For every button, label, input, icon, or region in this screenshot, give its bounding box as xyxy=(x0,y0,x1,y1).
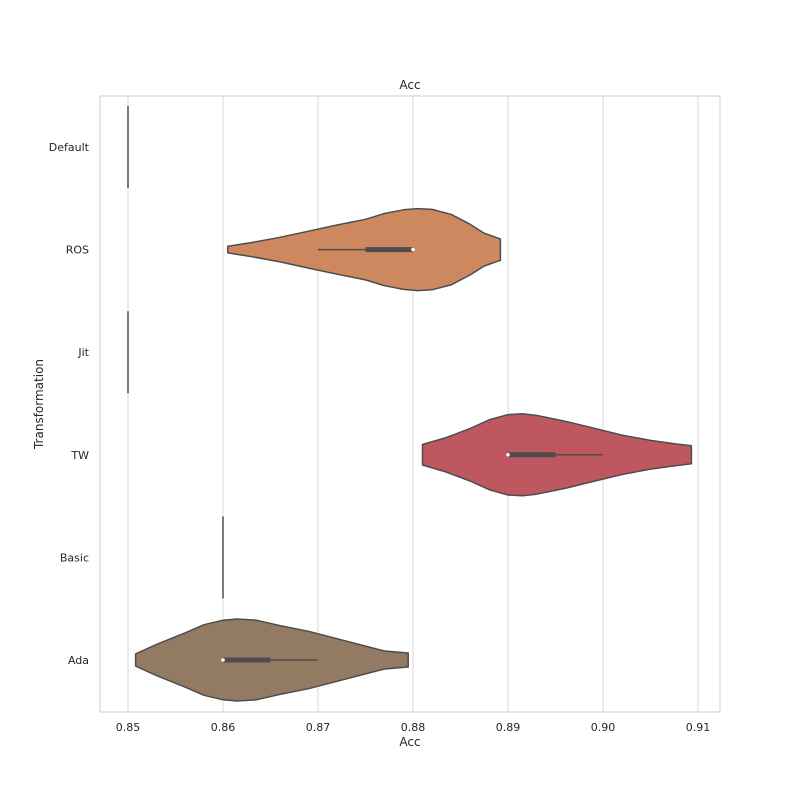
violin-tw xyxy=(421,413,693,497)
y-tick-label: Jit xyxy=(77,346,89,359)
y-tick-label: Ada xyxy=(68,654,89,667)
x-tick-label: 0.91 xyxy=(686,721,711,734)
y-tick-label: Basic xyxy=(60,551,89,564)
x-tick-label: 0.86 xyxy=(211,721,236,734)
x-tick-label: 0.90 xyxy=(591,721,616,734)
x-tick-labels: 0.85 0.86 0.87 0.88 0.89 0.90 0.91 xyxy=(116,721,711,734)
x-tick-label: 0.88 xyxy=(401,721,426,734)
x-tick-label: 0.85 xyxy=(116,721,141,734)
y-tick-labels: Default ROS Jit TW Basic Ada xyxy=(49,141,90,667)
x-tick-label: 0.89 xyxy=(496,721,521,734)
plot-frame xyxy=(99,95,721,713)
violin-ada xyxy=(134,618,409,702)
violin-median-dot xyxy=(506,453,510,457)
y-tick-label: TW xyxy=(70,449,89,462)
violins xyxy=(127,106,693,702)
x-tick-label: 0.87 xyxy=(306,721,331,734)
violin-ros xyxy=(227,207,502,292)
y-axis-title: Transformation xyxy=(32,359,46,450)
x-axis-title: Acc xyxy=(399,735,420,749)
gridlines xyxy=(127,96,699,712)
violin-median-dot xyxy=(411,247,415,252)
y-tick-label: ROS xyxy=(66,244,89,257)
y-tick-label: Default xyxy=(49,141,90,154)
chart-title: Acc xyxy=(399,78,420,92)
violin-median-dot xyxy=(221,658,225,662)
